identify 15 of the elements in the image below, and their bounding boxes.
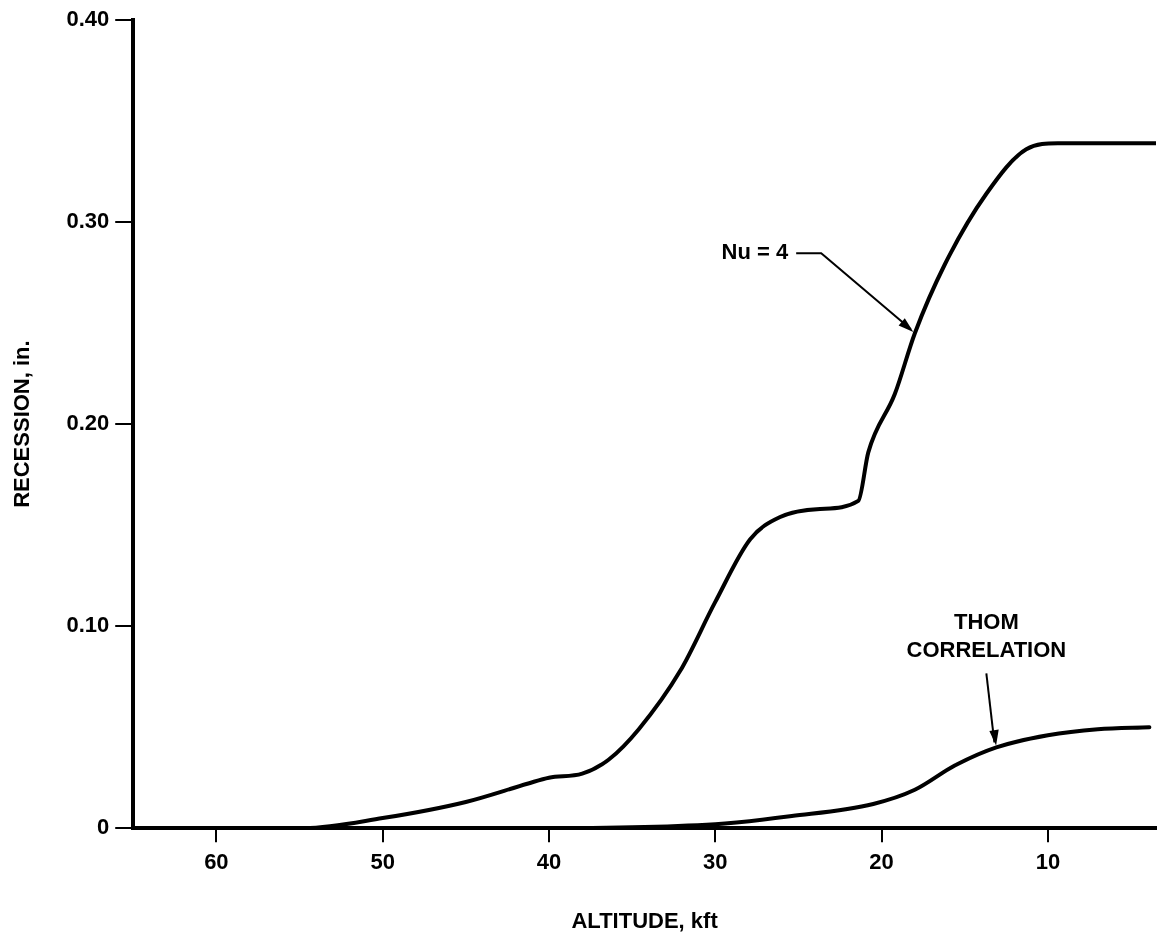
annotation: THOM CORRELATION — [906, 609, 1067, 663]
x-tick-label: 60 — [204, 849, 229, 875]
y-tick-label: 0.20 — [66, 410, 110, 436]
x-tick-label: 30 — [703, 849, 728, 875]
x-tick-label: 10 — [1035, 849, 1061, 875]
x-tick-label: 20 — [869, 849, 894, 875]
y-tick-label: 0.30 — [66, 208, 110, 234]
y-tick-label: 0 — [96, 814, 110, 840]
x-tick-label: 50 — [370, 849, 395, 875]
y-axis-title: RECESSION, in. — [9, 340, 35, 508]
x-tick-label: 40 — [536, 849, 562, 875]
annotation: Nu = 4 — [721, 239, 789, 265]
y-tick-label: 0.40 — [66, 6, 110, 32]
x-axis-title: ALTITUDE, kft — [571, 907, 719, 933]
y-tick-label: 0.10 — [66, 612, 110, 638]
